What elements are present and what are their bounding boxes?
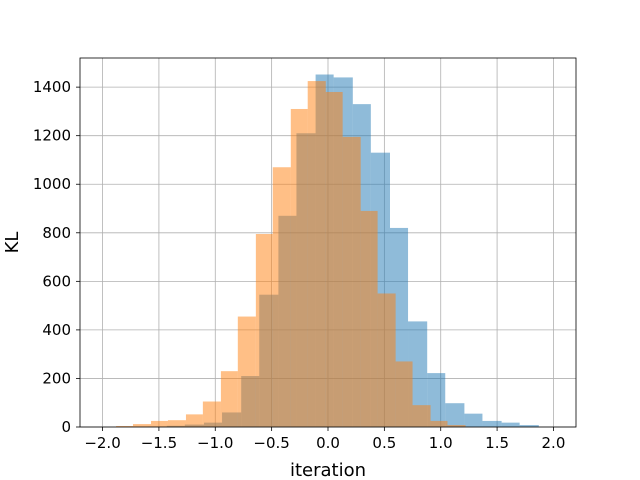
x-tick-label: 2.0: [542, 434, 566, 452]
histogram-bar: [342, 136, 361, 428]
histogram-bar: [482, 420, 502, 427]
histogram-bar: [501, 422, 520, 427]
histogram-bar: [185, 414, 203, 427]
y-tick-label: 400: [42, 321, 71, 339]
x-tick-label: 1.5: [485, 434, 509, 452]
x-tick-label: −0.5: [253, 434, 289, 452]
x-tick-label: 0.5: [372, 434, 396, 452]
y-tick-label: 800: [42, 224, 71, 242]
x-axis-ticks: −2.0 −1.5 −1.0 −0.5 0.0 0.5 1.0 1.5 2.0: [84, 427, 565, 452]
histogram-bar: [237, 316, 256, 427]
histogram-bar: [408, 321, 428, 427]
y-tick-label: 1000: [33, 175, 71, 193]
x-tick-label: 1.0: [429, 434, 453, 452]
y-axis-ticks: 0 200 400 600 800 1000 1200 1400: [33, 78, 80, 436]
histogram-bars: [116, 74, 539, 428]
y-tick-label: 1200: [33, 127, 71, 145]
histogram-bar: [445, 403, 465, 427]
histogram-bar: [272, 167, 291, 428]
y-tick-label: 0: [61, 418, 71, 436]
histogram-bar: [290, 108, 308, 428]
histogram-bar: [395, 361, 413, 427]
y-tick-label: 1400: [33, 78, 71, 96]
histogram-bar: [427, 373, 446, 427]
y-tick-label: 600: [42, 272, 71, 290]
histogram-bar: [464, 413, 483, 427]
histogram-bar: [202, 401, 221, 427]
histogram-bar: [151, 420, 168, 427]
histogram-bar: [519, 425, 539, 427]
histogram-bar: [116, 426, 133, 427]
histogram-bar: [360, 210, 378, 427]
x-tick-label: −2.0: [84, 434, 120, 452]
histogram-bar: [377, 293, 396, 427]
histogram-bar: [167, 420, 186, 427]
x-tick-label: −1.0: [197, 434, 233, 452]
histogram-bar: [307, 81, 326, 427]
x-tick-label: −1.5: [141, 434, 177, 452]
histogram-bar: [325, 91, 343, 427]
histogram-bar: [447, 425, 466, 427]
y-axis-label: KL: [2, 232, 23, 254]
x-axis-label: iteration: [290, 460, 366, 480]
histogram-bar: [255, 234, 273, 427]
x-tick-label: 0.0: [316, 434, 340, 452]
histogram-bar: [430, 420, 448, 427]
histogram-bar: [412, 405, 431, 427]
histogram-bar: [220, 371, 238, 427]
y-tick-label: 200: [42, 369, 71, 387]
histogram-bar: [132, 424, 152, 427]
